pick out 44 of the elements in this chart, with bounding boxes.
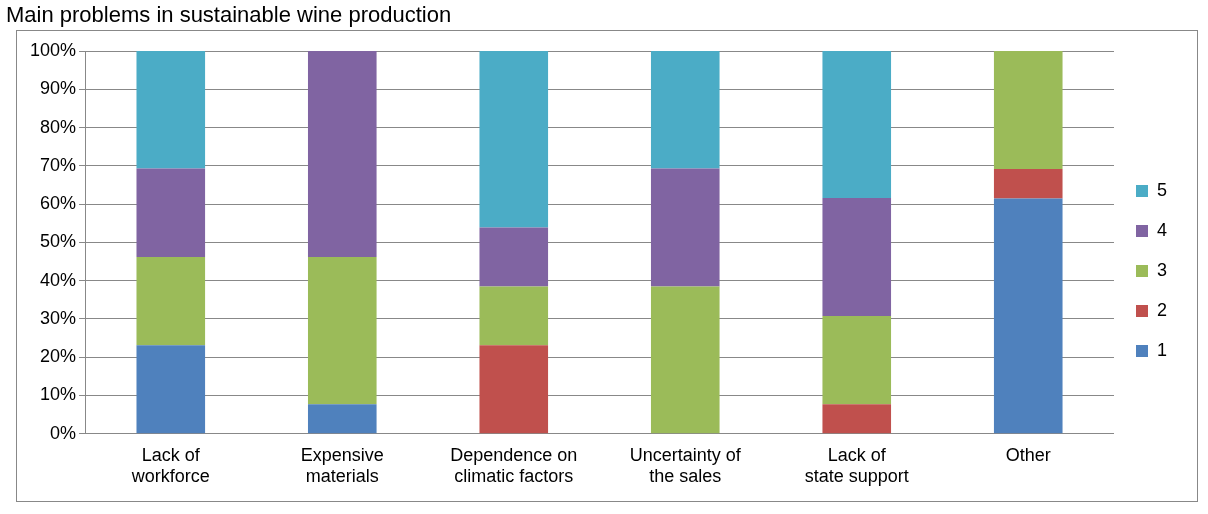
bar bbox=[993, 198, 1063, 434]
y-tick-label: 0% bbox=[50, 422, 77, 443]
x-tick-label: Dependence on climatic factors bbox=[450, 444, 578, 487]
bar bbox=[479, 227, 549, 287]
legend-label: 1 bbox=[1156, 339, 1167, 360]
y-tick-label: 70% bbox=[40, 154, 77, 175]
y-tick-label: 20% bbox=[40, 346, 77, 367]
bar bbox=[822, 315, 892, 405]
bar bbox=[136, 256, 206, 346]
bar bbox=[479, 51, 549, 228]
legend-label: 3 bbox=[1156, 259, 1167, 280]
x-tick-label: Lack of state support bbox=[804, 444, 909, 487]
legend-label: 5 bbox=[1156, 179, 1167, 200]
bar bbox=[479, 345, 549, 434]
y-tick-label: 90% bbox=[40, 78, 77, 99]
bar bbox=[136, 345, 206, 434]
bar bbox=[136, 168, 206, 257]
x-tick-label: Lack of workforce bbox=[130, 444, 210, 487]
x-tick-label: Uncertainty of the sales bbox=[629, 444, 742, 487]
bar bbox=[479, 286, 549, 346]
bar bbox=[650, 286, 720, 434]
bar bbox=[822, 404, 892, 434]
bar bbox=[993, 51, 1063, 169]
bar bbox=[307, 404, 377, 434]
y-tick-label: 60% bbox=[40, 193, 77, 214]
y-tick-label: 100% bbox=[29, 39, 77, 60]
y-tick-label: 10% bbox=[40, 384, 77, 405]
y-tick-label: 80% bbox=[40, 116, 77, 137]
bar bbox=[650, 168, 720, 287]
bar bbox=[822, 51, 892, 198]
x-tick-label: Expensive materials bbox=[300, 444, 384, 487]
bar bbox=[307, 51, 377, 257]
bar bbox=[650, 51, 720, 169]
y-tick-label: 40% bbox=[40, 269, 77, 290]
legend-label: 2 bbox=[1156, 299, 1167, 320]
bar bbox=[822, 198, 892, 316]
y-tick-label: 30% bbox=[40, 307, 77, 328]
bar bbox=[307, 256, 377, 405]
legend-label: 4 bbox=[1156, 219, 1167, 240]
bar bbox=[136, 51, 206, 169]
bar bbox=[993, 168, 1063, 199]
chart-title: Main problems in sustainable wine production bbox=[5, 1, 453, 29]
y-tick-label: 50% bbox=[40, 231, 77, 252]
x-tick-label: Other bbox=[1005, 444, 1051, 465]
